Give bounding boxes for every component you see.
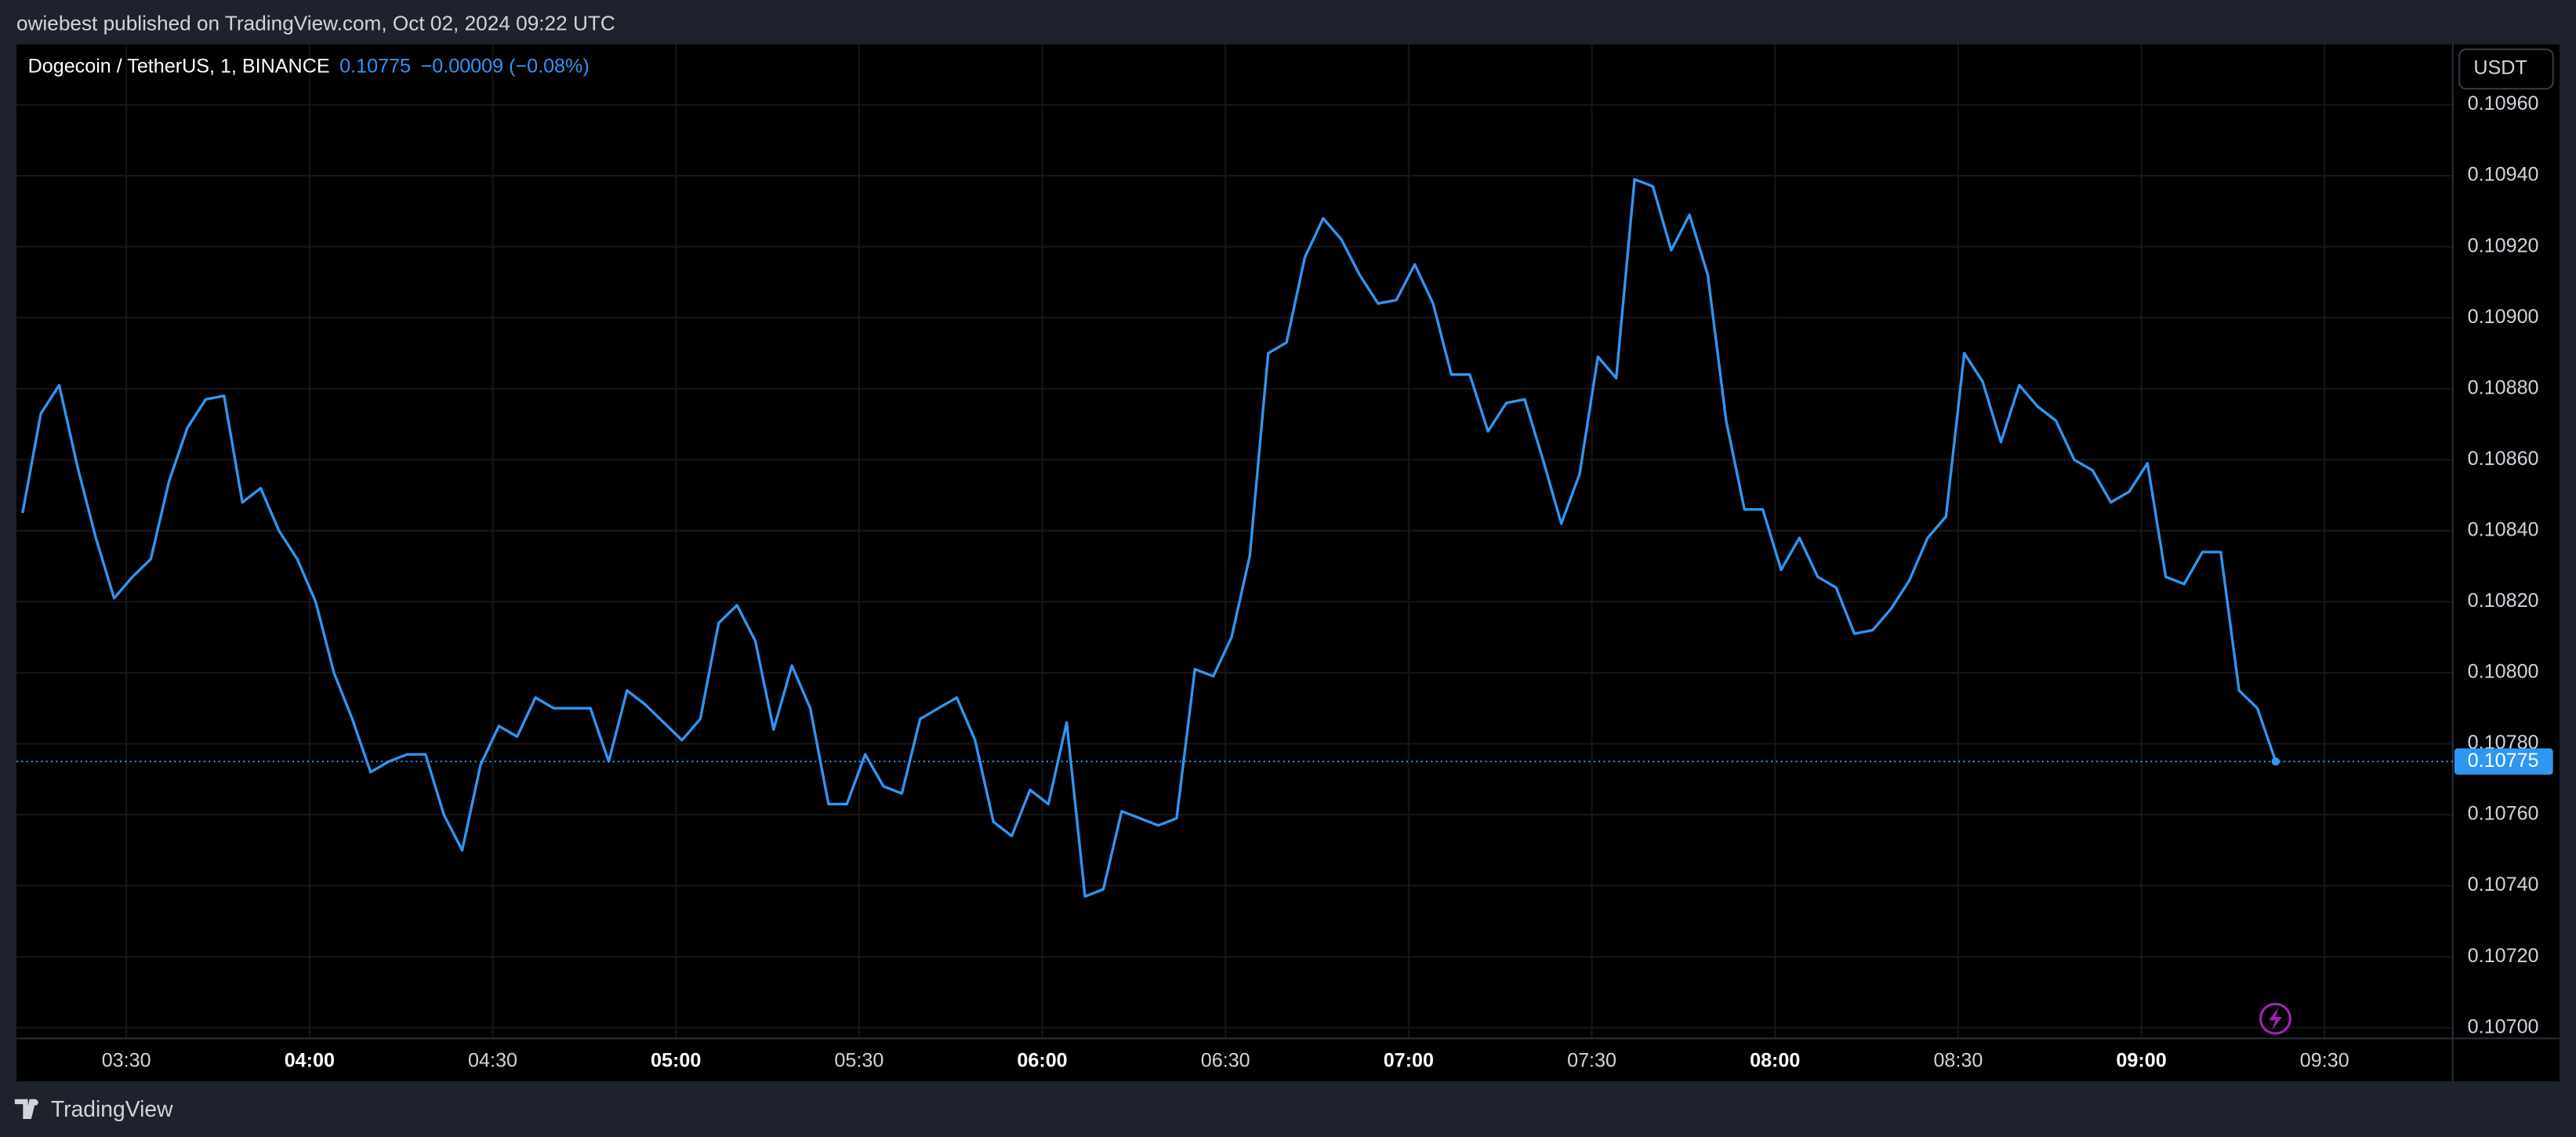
logo-mark xyxy=(14,1099,37,1119)
published-line: owiebest published on TradingView.com, O… xyxy=(16,11,615,35)
price-line xyxy=(21,177,2277,898)
x-tick-label: 05:00 xyxy=(651,1049,701,1071)
x-tick-label: 07:30 xyxy=(1567,1049,1616,1071)
last-price-tag xyxy=(2454,748,2553,775)
y-tick-label: 0.10960 xyxy=(2468,93,2539,114)
footer-logo xyxy=(14,1099,38,1119)
y-tick-label: 0.10760 xyxy=(2468,803,2539,825)
last-point xyxy=(2271,757,2280,766)
x-tick-label: 09:30 xyxy=(2300,1049,2349,1071)
y-tick-label: 0.10920 xyxy=(2468,234,2539,256)
y-tick-label: 0.10700 xyxy=(2468,1015,2539,1037)
y-tick-label: 0.10860 xyxy=(2468,448,2539,470)
x-tick-label: 08:00 xyxy=(1750,1049,1800,1071)
chart-panel xyxy=(16,44,2560,1081)
footer-brand: TradingView xyxy=(51,1096,173,1121)
icon-bolt xyxy=(2269,1007,2282,1030)
y-tick-label: 0.10820 xyxy=(2468,590,2539,612)
icon-ring xyxy=(2259,1002,2291,1035)
lightning-icon[interactable] xyxy=(2259,1002,2291,1035)
symbol: Dogecoin / TetherUS, 1, BINANCE xyxy=(28,56,330,78)
header-last-price: 0.10775 xyxy=(339,56,411,78)
x-tick-label: 06:00 xyxy=(1017,1049,1067,1071)
y-tick-label: 0.10840 xyxy=(2468,518,2539,540)
plot: 0.10775 xyxy=(16,177,2553,898)
y-tick-label: 0.10900 xyxy=(2468,306,2539,328)
header-change: −0.00009 (−0.08%) xyxy=(421,56,590,78)
x-tick-label: 09:00 xyxy=(2116,1049,2166,1071)
logo-dot xyxy=(32,1099,38,1106)
y-tick-label: 0.10720 xyxy=(2468,945,2539,967)
y-tick-label: 0.10800 xyxy=(2468,661,2539,683)
y-tick-label: 0.10940 xyxy=(2468,164,2539,186)
x-tick-label: 07:00 xyxy=(1384,1049,1434,1071)
x-tick-label: 06:30 xyxy=(1201,1049,1250,1071)
x-tick-label: 04:00 xyxy=(285,1049,335,1071)
x-tick-label: 03:30 xyxy=(102,1049,151,1071)
last-price-label: 0.10775 xyxy=(2468,750,2539,772)
y-tick-label: 0.10740 xyxy=(2468,874,2539,895)
y-tick-label: 0.10880 xyxy=(2468,376,2539,398)
x-tick-label: 04:30 xyxy=(468,1049,517,1071)
currency-box[interactable] xyxy=(2458,48,2554,90)
x-tick-label: 08:30 xyxy=(1933,1049,1983,1071)
x-tick-label: 05:30 xyxy=(834,1049,883,1071)
currency[interactable]: USDT xyxy=(2473,57,2527,79)
